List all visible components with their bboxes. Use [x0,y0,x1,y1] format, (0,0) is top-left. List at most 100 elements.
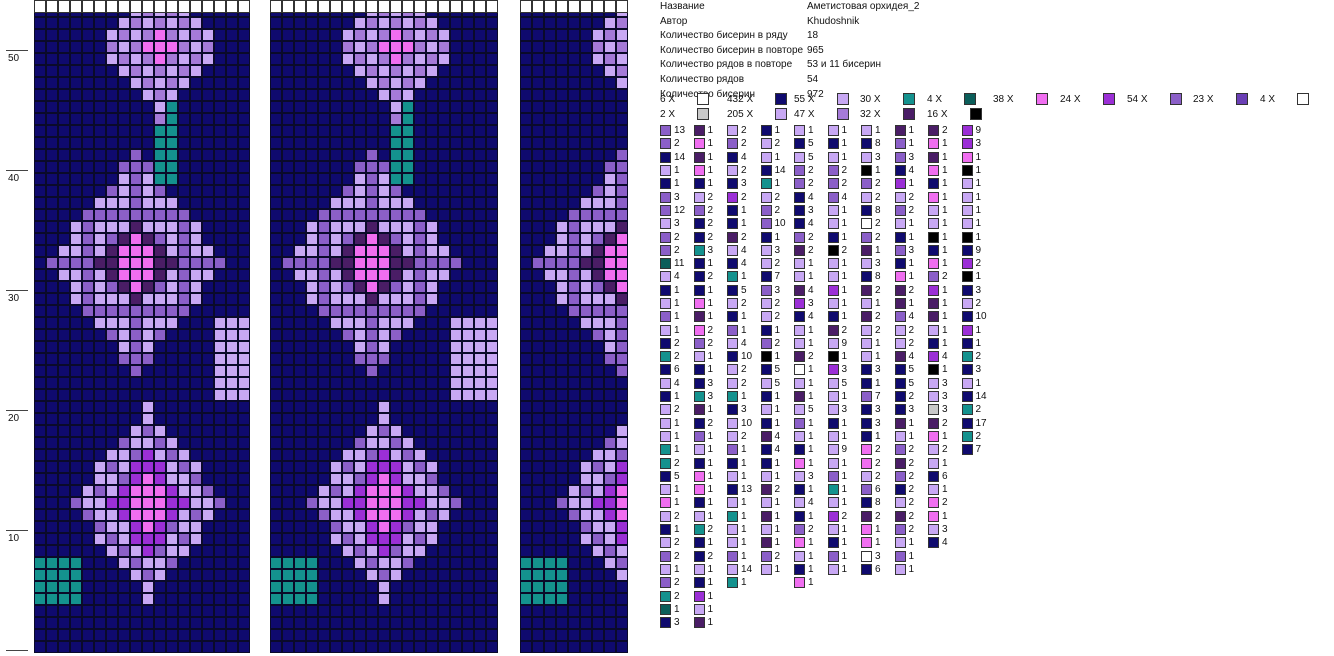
bead-cell [568,269,580,281]
info-key: Количество рядов в повторе [660,59,793,71]
bead-cell [354,449,366,461]
bead-cell [354,545,366,557]
bead-cell [450,329,462,341]
bead-cell [604,41,616,53]
bead-cell [402,65,414,77]
sequence-item: 7 [961,443,987,456]
bead-cell [306,113,318,125]
sequence-swatch [660,417,671,429]
sequence-count: 1 [707,178,714,190]
sequence-count: 2 [875,218,881,230]
sequence-item: 1 [827,257,847,270]
bead-cell [70,581,82,593]
bead-cell [214,17,226,29]
sequence-item: 1 [727,217,752,230]
sequence-swatch [928,244,939,256]
sequence-item: 2 [861,230,881,243]
bead-cell [106,149,118,161]
bead-cell [34,497,46,509]
sequence-count: 3 [908,151,915,163]
sequence-count: 4 [674,377,680,389]
bead-cell [130,257,142,269]
bead-cell [414,89,426,101]
sequence-count: 3 [808,470,814,482]
bead-cell [378,425,390,437]
sequence-item: 5 [760,377,786,390]
bead-cell [70,329,82,341]
sequence-swatch [794,457,805,469]
top-empty-cell [282,0,294,13]
sequence-item: 1 [827,417,847,430]
bead-cell [450,413,462,425]
bead-cell [486,89,498,101]
bead-cell [282,293,294,305]
bead-cell [82,137,94,149]
bead-cell [378,485,390,497]
sequence-count: 2 [875,324,881,336]
bead-cell [142,545,154,557]
bead-cell [154,485,166,497]
sequence-count: 1 [674,524,680,536]
bead-cell [270,533,282,545]
bead-cell [190,401,202,413]
bead-cell [70,401,82,413]
bead-cell [378,53,390,65]
bead-cell [130,113,142,125]
sequence-swatch [928,218,939,230]
bead-cell [414,389,426,401]
bead-cell [580,509,592,521]
sequence-item: 4 [660,270,685,283]
bead-cell [402,401,414,413]
bead-cell [70,461,82,473]
bead-cell [166,593,178,605]
bead-cell [532,233,544,245]
bead-cell [270,581,282,593]
bead-cell [318,449,330,461]
bead-cell [330,197,342,209]
bead-cell [486,293,498,305]
bead-cell [342,305,354,317]
bead-cell [366,221,378,233]
sequence-swatch [693,404,705,416]
sequence-swatch [693,284,705,296]
sequence-count: 1 [774,497,781,509]
sequence-count: 1 [774,231,781,243]
bead-cell [462,113,474,125]
sequence-count: 1 [741,218,747,230]
bead-cell [556,161,568,173]
bead-cell [486,581,498,593]
sequence-item: 1 [727,510,752,523]
bead-cell [568,425,580,437]
bead-cell [402,485,414,497]
bead-cell [426,353,438,365]
bead-cell [118,605,130,617]
bead-cell [82,77,94,89]
bead-cell [106,197,118,209]
bead-cell [46,125,58,137]
bead-cell [226,65,238,77]
legend-item: 24 X [1060,93,1115,105]
sequence-item: 1 [827,550,847,563]
bead-cell [474,185,486,197]
bead-cell [106,569,118,581]
bead-cell [294,257,306,269]
bead-cell [46,65,58,77]
sequence-swatch [861,497,872,509]
bead-cell [58,341,70,353]
bead-cell [414,17,426,29]
sequence-item: 1 [894,270,914,283]
bead-cell [342,533,354,545]
bead-cell [580,101,592,113]
bead-cell [544,173,556,185]
bead-cell [354,29,366,41]
bead-cell [556,569,568,581]
sequence-swatch [760,563,772,575]
sequence-swatch [827,417,839,429]
bead-cell [556,101,568,113]
bead-cell [462,449,474,461]
sequence-item: 1 [861,523,881,536]
bead-cell [426,389,438,401]
bead-cell [462,101,474,113]
bead-cell [178,101,190,113]
bead-cell [154,185,166,197]
